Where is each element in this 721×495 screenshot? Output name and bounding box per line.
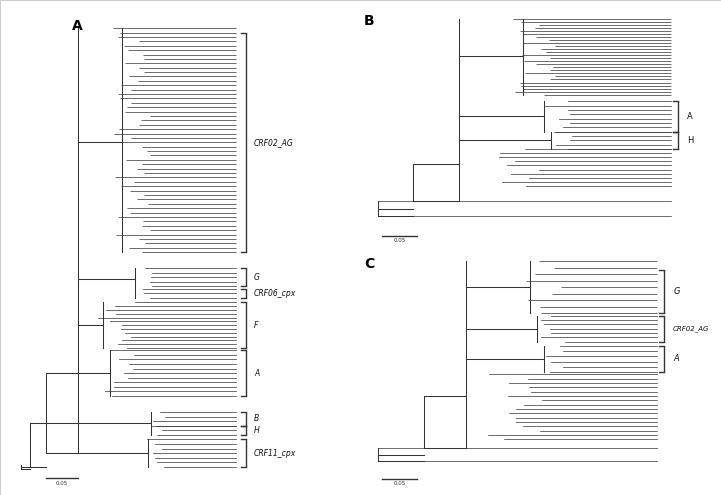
Text: G: G — [673, 287, 680, 296]
Text: 0.05: 0.05 — [393, 238, 405, 243]
Text: C: C — [364, 257, 374, 271]
Text: A: A — [687, 112, 693, 121]
Text: B: B — [254, 414, 259, 423]
Text: G: G — [254, 273, 260, 282]
Text: A: A — [673, 354, 679, 363]
Text: CRF02_AG: CRF02_AG — [254, 138, 293, 147]
Text: H: H — [254, 426, 260, 435]
Text: A: A — [254, 369, 259, 378]
Text: CRF06_cpx: CRF06_cpx — [254, 289, 296, 297]
Text: CRF02_AG: CRF02_AG — [673, 325, 709, 332]
Text: H: H — [687, 136, 694, 145]
Text: 0.05: 0.05 — [56, 482, 68, 487]
Text: F: F — [254, 321, 258, 330]
Text: A: A — [71, 19, 82, 33]
Text: CRF11_cpx: CRF11_cpx — [254, 448, 296, 457]
Text: B: B — [364, 14, 375, 28]
Text: 0.05: 0.05 — [393, 481, 405, 486]
